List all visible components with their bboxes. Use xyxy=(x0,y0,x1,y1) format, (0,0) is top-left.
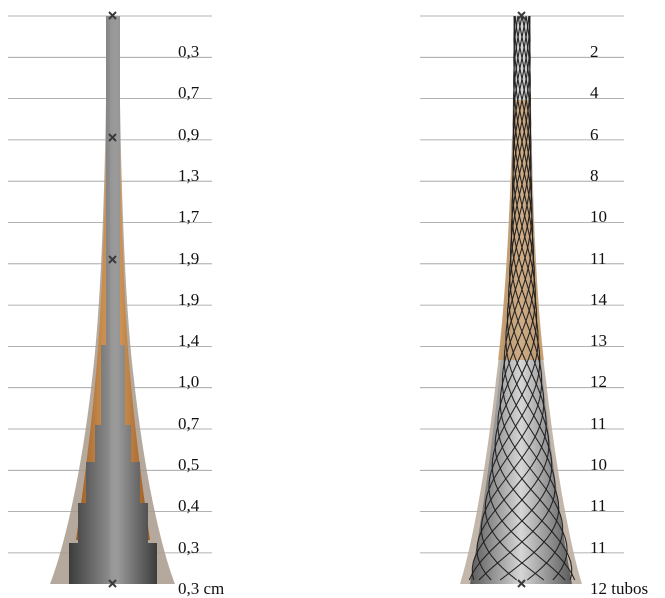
right-label-3: 8 xyxy=(590,165,599,185)
left-tower-highlight xyxy=(110,20,116,584)
right-label-9: 11 xyxy=(590,413,607,433)
right-marker-top xyxy=(517,11,526,20)
left-label-12: 0,3 xyxy=(178,537,200,557)
right-label-11: 11 xyxy=(590,496,607,516)
left-label-4: 1,7 xyxy=(178,207,200,227)
lattice-strip-5-a xyxy=(478,15,556,581)
lattice-strip-11-b xyxy=(471,15,550,581)
left-label-5: 1,9 xyxy=(178,248,200,268)
lattice-strip-11-a xyxy=(488,15,566,581)
right-tower xyxy=(460,15,582,584)
right-tower-lattice xyxy=(468,15,576,581)
left-label-13: 0,3 cm xyxy=(178,578,225,598)
left-label-10: 0,5 xyxy=(178,455,200,474)
left-marker-mid1 xyxy=(108,133,117,142)
left-label-3: 1,3 xyxy=(178,165,200,185)
left-label-1: 0,7 xyxy=(178,83,200,103)
left-marker-mid2 xyxy=(108,255,117,264)
left-marker-base xyxy=(108,579,117,588)
right-label-5: 11 xyxy=(590,248,607,268)
left-label-9: 0,7 xyxy=(178,413,200,433)
left-label-7: 1,4 xyxy=(178,331,200,351)
left-label-0: 0,3 xyxy=(178,42,200,61)
right-label-1: 4 xyxy=(590,83,599,103)
right-label-10: 10 xyxy=(590,455,607,474)
left-tower xyxy=(50,16,175,584)
lattice-strip-6-a xyxy=(468,15,553,581)
right-label-7: 13 xyxy=(590,331,607,351)
left-label-6: 1,9 xyxy=(178,289,200,309)
left-label-11: 0,4 xyxy=(178,496,200,516)
right-marker-base xyxy=(517,579,526,588)
left-label-8: 1,0 xyxy=(178,372,200,392)
right-label-8: 12 xyxy=(590,372,607,392)
right-label-4: 10 xyxy=(590,207,607,227)
right-label-12: 11 xyxy=(590,537,607,557)
lattice-strip-9-b xyxy=(480,15,545,581)
left-label-2: 0,9 xyxy=(178,124,200,144)
markers xyxy=(108,11,526,588)
right-label-2: 6 xyxy=(590,124,599,144)
left-marker-top xyxy=(108,11,117,20)
right-label-6: 14 xyxy=(590,289,607,309)
right-label-13: 12 tubos xyxy=(590,578,649,598)
right-label-0: 2 xyxy=(590,42,599,61)
